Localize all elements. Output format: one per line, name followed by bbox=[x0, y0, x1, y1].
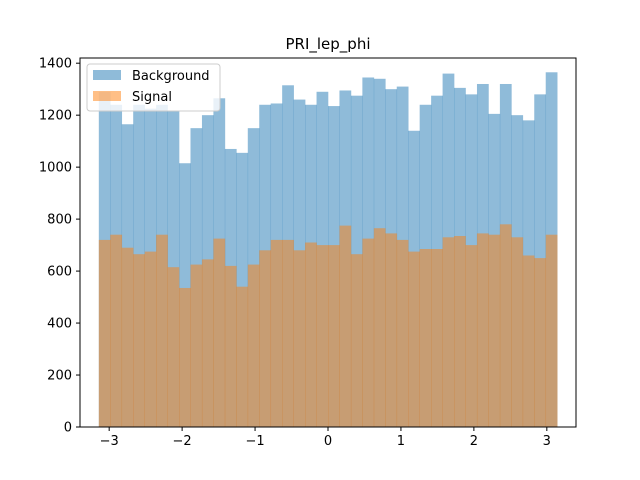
signal-bar bbox=[373, 228, 386, 427]
signal-bar bbox=[121, 247, 134, 427]
signal-bar bbox=[385, 233, 398, 427]
signal-bar bbox=[419, 249, 432, 427]
signal-bar bbox=[350, 254, 363, 427]
legend-label: Background bbox=[132, 69, 210, 84]
x-tick-label: 0 bbox=[324, 434, 332, 449]
signal-bar bbox=[545, 234, 558, 427]
signal-bar bbox=[133, 254, 145, 427]
signal-bar bbox=[247, 264, 260, 427]
signal-bar bbox=[167, 267, 180, 427]
signal-bar bbox=[282, 239, 294, 427]
signal-bar bbox=[339, 225, 352, 427]
signal-bar bbox=[190, 264, 203, 427]
y-tick-label: 800 bbox=[47, 213, 72, 228]
signal-bar bbox=[431, 249, 443, 427]
signal-bar bbox=[270, 239, 283, 427]
x-tick-label: 1 bbox=[397, 434, 405, 449]
signal-bar bbox=[522, 255, 535, 427]
signal-bar bbox=[408, 251, 420, 427]
y-tick-label: 200 bbox=[47, 369, 72, 384]
signal-bar bbox=[396, 239, 409, 427]
signal-bar bbox=[201, 259, 214, 427]
signal-bar bbox=[362, 238, 375, 427]
x-tick-label: −3 bbox=[100, 434, 119, 449]
signal-bar bbox=[499, 224, 512, 427]
y-tick-label: 1200 bbox=[39, 109, 72, 124]
signal-bar bbox=[476, 233, 489, 427]
signal-bar bbox=[213, 238, 226, 427]
y-tick-label: 0 bbox=[64, 421, 72, 436]
legend: Background Signal bbox=[86, 63, 221, 112]
signal-bar bbox=[511, 237, 524, 427]
x-tick-label: 3 bbox=[543, 434, 551, 449]
legend-label: Signal bbox=[132, 90, 172, 105]
y-axis-ticks: 0 200 400 600 800 1000 1200 1400 bbox=[39, 57, 80, 436]
signal-bar bbox=[454, 236, 466, 427]
signal-bar bbox=[144, 251, 157, 427]
x-axis-ticks: −3 −2 −1 0 1 2 3 bbox=[100, 427, 551, 449]
y-tick-label: 1000 bbox=[39, 161, 72, 176]
x-tick-label: −1 bbox=[245, 434, 264, 449]
legend-swatch bbox=[93, 70, 121, 80]
x-tick-label: −2 bbox=[173, 434, 192, 449]
signal-bar bbox=[236, 286, 249, 427]
y-tick-label: 1400 bbox=[39, 57, 72, 72]
signal-bar bbox=[442, 237, 455, 427]
y-tick-label: 400 bbox=[47, 317, 72, 332]
signal-bar bbox=[534, 258, 547, 427]
signal-bar bbox=[98, 239, 111, 427]
signal-bar bbox=[328, 245, 340, 427]
signal-bar bbox=[465, 245, 478, 427]
signal-bar bbox=[488, 234, 501, 427]
signal-bar bbox=[179, 287, 191, 427]
bars-layer bbox=[98, 72, 558, 428]
signal-bar bbox=[259, 250, 272, 427]
signal-bar bbox=[305, 242, 317, 427]
y-tick-label: 600 bbox=[47, 265, 72, 280]
legend-swatch bbox=[93, 91, 121, 101]
signal-bar bbox=[293, 250, 306, 427]
chart-title: PRI_lep_phi bbox=[285, 35, 370, 54]
signal-bar bbox=[156, 234, 168, 427]
signal-bar bbox=[316, 245, 329, 427]
signal-bar bbox=[224, 265, 237, 427]
signal-bar bbox=[110, 234, 123, 427]
x-tick-label: 2 bbox=[470, 434, 478, 449]
